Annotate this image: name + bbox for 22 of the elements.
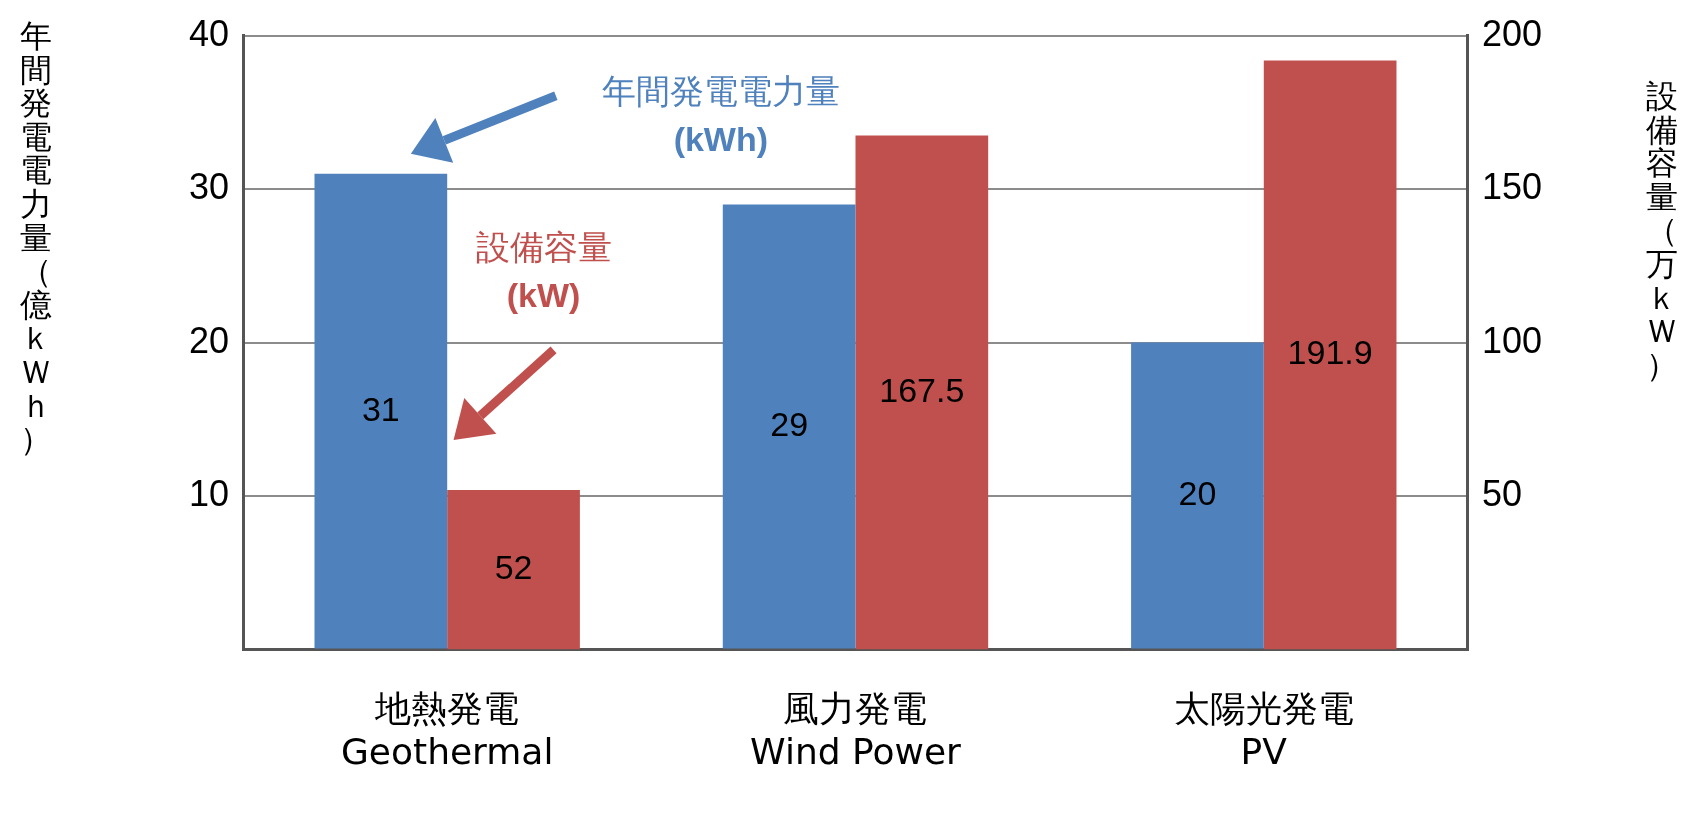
bar: [314, 173, 448, 649]
y-tick-label: 40: [189, 12, 230, 54]
data-label: 167.5: [879, 370, 965, 409]
legend-label: 年間発電電力量 (kWh): [601, 70, 840, 159]
data-label: 52: [494, 548, 533, 587]
text: 設備容量 (kW): [475, 226, 612, 315]
x-tick-label: 風力発電 Wind Power: [750, 687, 962, 772]
y2-tick-label: 50: [1481, 473, 1522, 515]
data-label: 29: [770, 405, 809, 444]
text: 設備容量（万ｋＷ）: [1646, 77, 1678, 384]
y-tick-label: 10: [189, 473, 230, 515]
data-label: 191.9: [1287, 333, 1373, 372]
x-tick-label: 太陽光発電 PV: [1173, 687, 1354, 772]
x-tick-label: 地熱発電 Geothermal: [340, 687, 554, 772]
y2-tick-label: 150: [1481, 166, 1543, 208]
text: 年間発電電力量（億ｋＷｈ）: [20, 17, 52, 459]
y2-tick-label: 100: [1481, 319, 1543, 361]
y-tick-label: 30: [189, 166, 230, 208]
y2-tick-label: 200: [1481, 12, 1543, 54]
data-label: 31: [361, 390, 400, 429]
y-tick-label: 20: [189, 319, 230, 361]
data-label: 20: [1178, 474, 1217, 513]
